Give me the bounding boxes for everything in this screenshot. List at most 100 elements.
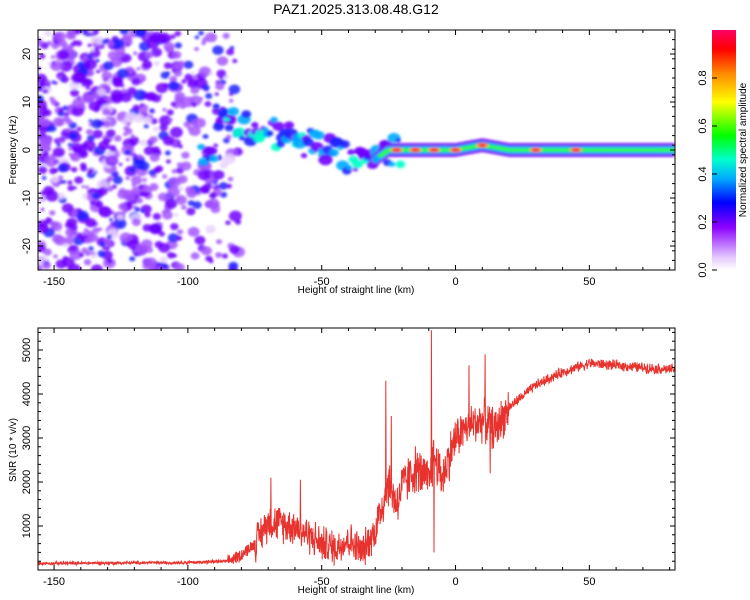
spectrogram-noise-blob: [135, 243, 149, 255]
spectrogram-noise-blob: [90, 35, 96, 41]
spectrogram-noise-blob: [88, 119, 93, 123]
spectrogram-noise-blob: [125, 43, 130, 47]
colorbar-tick-label: 0.2: [697, 214, 709, 229]
spectrogram-noise-blob: [198, 66, 212, 77]
spectrogram-noise-blob: [158, 192, 169, 202]
spectrogram-noise-blob: [106, 234, 112, 239]
spectrogram-noise-blob: [131, 77, 141, 86]
spectrogram-noise-blob: [67, 185, 75, 192]
spectrogram-noise-blob: [40, 208, 45, 212]
spectrogram-noise-blob: [228, 261, 239, 270]
spectrogram-noise-blob: [65, 128, 71, 133]
spectrogram-noise-blob: [86, 134, 95, 142]
spectrogram-noise-blob: [67, 142, 73, 148]
spectrogram-noise-blob: [168, 177, 181, 188]
spectrogram-x-ticks: -150 -100 -50 0 50: [43, 30, 671, 288]
spectrogram-noise-blob: [38, 73, 47, 84]
spectrogram-noise-blob: [95, 69, 101, 74]
spectrogram-noise-blob: [74, 176, 84, 184]
spectrogram-y-ticks: -20 -10 0 10 20: [21, 29, 675, 271]
spectrogram-noise-blob: [152, 126, 160, 132]
spectrogram-noise-blob: [55, 259, 67, 269]
spectrogram-y-tick-label: 10: [21, 96, 33, 108]
spectrogram-y-tick-label: 0: [21, 147, 33, 153]
spectrogram-noise-blob: [228, 84, 241, 95]
spectrogram-noise-blob: [74, 40, 83, 47]
spectrogram-noise-blob: [47, 61, 52, 66]
spectrogram-noise-blob: [92, 129, 103, 139]
snr-series-line: [38, 330, 675, 567]
snr-x-tick-label: -150: [43, 576, 65, 588]
snr-background: [38, 328, 675, 570]
spectrogram-noise-blob: [108, 145, 117, 152]
spectrogram-noise-blob: [136, 154, 144, 160]
spectrogram-noise-blob: [50, 61, 55, 65]
spectrogram-noise-blob: [132, 104, 141, 111]
spectrogram-noise-blob: [174, 95, 184, 104]
colorbar-tick-label: 0.4: [697, 166, 709, 181]
spectrogram-noise-blob: [88, 43, 92, 47]
spectrogram-noise-blob: [201, 246, 212, 256]
snr-x-tick-label: 50: [583, 576, 595, 588]
spectrogram-peak: [430, 148, 438, 152]
spectrogram-noise-blob: [222, 32, 230, 39]
spectrogram-noise-blob: [118, 150, 123, 154]
spectrogram-noise-blob: [42, 262, 51, 270]
spectrogram-ridge-blob: [313, 131, 325, 140]
spectrogram-noise-blob: [179, 103, 187, 109]
spectrogram-noise-blob: [88, 100, 101, 111]
spectrogram-ridge-blob: [215, 116, 226, 124]
spectrogram-noise-blob: [38, 95, 44, 103]
spectrogram-noise-blob: [85, 128, 94, 136]
spectrogram-noise-blob: [149, 183, 159, 191]
spectrogram-noise-blob: [69, 249, 83, 261]
spectrogram-noise-blob: [49, 96, 55, 102]
spectrogram-noise-blob: [119, 30, 129, 35]
spectrogram-noise-blob: [176, 197, 181, 201]
spectrogram-noise-blob: [44, 156, 58, 167]
spectrogram-noise-blob: [170, 34, 176, 39]
spectrogram-noise-blob: [98, 206, 111, 217]
snr-y-label: SNR (10 * v/v): [8, 418, 19, 482]
spectrogram-noise-blob: [134, 207, 141, 212]
spectrogram-noise-blob: [65, 31, 77, 40]
spectrogram-noise-blob: [45, 127, 52, 133]
spectrogram-noise-blob: [108, 41, 115, 46]
spectrogram-noise-blob: [181, 79, 187, 84]
spectrogram-noise-blob: [167, 233, 179, 243]
spectrogram-ridge-blob: [212, 122, 224, 132]
spectrogram-ridge-blob: [241, 110, 252, 118]
colorbar-tick-label: 0.6: [697, 118, 709, 133]
spectrogram-noise-blob: [186, 207, 196, 216]
spectrogram-noise-blob: [70, 89, 80, 97]
spectrogram-noise-blob: [209, 72, 213, 76]
spectrogram-noise-blob: [58, 230, 62, 234]
spectrogram-noise-blob: [226, 48, 235, 56]
spectrogram-noise-blob: [80, 165, 88, 172]
spectrogram-noise-blob: [148, 169, 156, 176]
spectrogram-noise-blob: [111, 38, 125, 49]
spectrogram-noise-blob: [229, 245, 240, 254]
spectrogram-noise-blob: [85, 218, 97, 228]
spectrogram-noise-blob: [103, 61, 114, 71]
spectrogram-noise-blob: [131, 218, 141, 226]
spectrogram-noise-blob: [143, 116, 152, 125]
spectrogram-noise-blob: [84, 59, 97, 70]
spectrogram-x-tick-label: 50: [583, 276, 595, 288]
spectrogram-noise-blob: [90, 253, 98, 259]
spectrogram-noise-blob: [225, 220, 231, 226]
spectrogram-ridge-blob: [238, 135, 246, 141]
spectrogram-noise-blob: [150, 31, 164, 43]
spectrogram-noise-blob: [106, 258, 113, 264]
spectrogram-noise-blob: [225, 134, 232, 140]
colorbar-label: Normalized spectral amplitude: [738, 82, 749, 217]
spectrogram-noise-blob: [214, 92, 219, 96]
spectrogram-noise-blob: [162, 174, 168, 179]
spectrogram-noise: [38, 30, 245, 270]
spectrogram-noise-blob: [133, 252, 139, 257]
spectrogram-noise-blob: [159, 115, 172, 126]
spectrogram-x-tick-label: -100: [177, 276, 199, 288]
spectrogram-noise-blob: [59, 60, 73, 72]
snr-y-tick-label: 3000: [21, 426, 33, 450]
spectrogram-ridge-blob: [233, 127, 247, 138]
